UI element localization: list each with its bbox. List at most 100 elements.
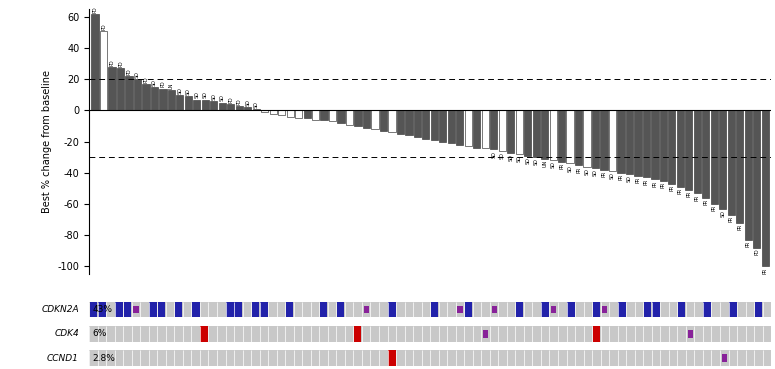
Bar	[593, 301, 600, 317]
Bar	[729, 301, 736, 317]
Text: SD: SD	[550, 162, 556, 169]
Bar	[244, 107, 251, 110]
Text: 43%: 43%	[92, 305, 112, 314]
Bar	[321, 110, 328, 120]
Bar	[380, 110, 387, 131]
Text: PD: PD	[92, 6, 98, 13]
Bar	[235, 301, 242, 317]
Bar	[371, 110, 379, 129]
Bar	[601, 110, 608, 170]
Bar	[193, 100, 201, 110]
Bar	[736, 110, 743, 223]
Text: LN: LN	[169, 83, 174, 89]
Bar	[346, 110, 353, 124]
Bar	[210, 101, 218, 110]
Bar	[549, 110, 556, 161]
Bar	[184, 96, 192, 110]
Bar	[202, 100, 209, 110]
Bar	[354, 110, 362, 126]
Text: PR: PR	[763, 268, 768, 274]
Bar	[388, 110, 395, 132]
Bar	[168, 90, 175, 110]
Text: PR: PR	[618, 174, 623, 180]
Bar	[414, 110, 421, 137]
Bar	[567, 301, 574, 317]
Bar	[91, 14, 98, 110]
Text: SD: SD	[517, 155, 522, 162]
Bar	[260, 301, 267, 317]
Bar	[117, 68, 124, 110]
Text: PD: PD	[109, 59, 115, 66]
Bar	[337, 301, 344, 317]
Text: SD: SD	[245, 99, 250, 106]
Text: PD: PD	[101, 23, 106, 30]
Text: 6%: 6%	[92, 329, 107, 338]
Bar	[304, 110, 311, 118]
Text: PD: PD	[118, 61, 123, 67]
Bar	[89, 301, 771, 317]
Bar	[405, 110, 412, 135]
Text: SD: SD	[534, 158, 539, 165]
Bar	[491, 306, 497, 313]
Bar	[762, 110, 769, 266]
Bar	[644, 301, 651, 317]
Bar	[100, 31, 107, 110]
Bar	[252, 301, 259, 317]
Bar	[753, 110, 760, 248]
Text: UN: UN	[542, 160, 547, 167]
Text: PR: PR	[737, 224, 742, 230]
Bar	[584, 110, 591, 166]
Bar	[98, 301, 105, 317]
Bar	[483, 330, 488, 338]
Bar	[755, 301, 762, 317]
Bar	[176, 95, 184, 110]
Bar	[89, 326, 771, 342]
Bar	[618, 301, 625, 317]
Bar	[481, 110, 489, 148]
Bar	[109, 67, 115, 110]
Text: PR: PR	[746, 241, 751, 247]
Bar	[329, 110, 336, 121]
Text: SD: SD	[500, 152, 505, 159]
Text: PR: PR	[670, 185, 674, 191]
Bar	[702, 110, 709, 198]
Text: PR: PR	[601, 171, 607, 177]
Bar	[567, 110, 574, 163]
Text: CCND1: CCND1	[47, 354, 79, 363]
Bar	[524, 110, 532, 156]
Text: SD: SD	[186, 88, 191, 95]
Text: PR: PR	[661, 182, 666, 188]
Text: PR: PR	[695, 194, 700, 200]
Bar	[261, 110, 268, 112]
Text: SD: SD	[525, 157, 530, 164]
Bar	[642, 110, 650, 177]
Text: SD: SD	[610, 172, 615, 179]
Text: PD: PD	[754, 249, 759, 255]
Bar	[192, 301, 199, 317]
Bar	[388, 301, 395, 317]
Bar	[465, 110, 472, 146]
Bar	[516, 301, 523, 317]
Bar	[286, 301, 293, 317]
Text: PR: PR	[711, 205, 717, 211]
Text: PD: PD	[237, 98, 242, 104]
Bar	[439, 110, 446, 142]
Bar	[422, 110, 429, 138]
Bar	[704, 301, 711, 317]
Bar	[722, 354, 727, 362]
Bar	[745, 110, 752, 240]
Bar	[287, 110, 294, 117]
Text: SD: SD	[720, 210, 725, 217]
Bar	[397, 110, 404, 134]
Bar	[457, 306, 463, 313]
Bar	[150, 301, 157, 317]
Bar	[126, 76, 133, 110]
Bar	[448, 110, 455, 143]
Text: SD: SD	[152, 79, 157, 86]
Text: SD: SD	[253, 101, 259, 108]
Text: SD: SD	[212, 93, 216, 100]
Bar	[253, 109, 260, 110]
Bar	[175, 301, 182, 317]
Text: PD: PD	[126, 68, 132, 75]
Text: SD: SD	[203, 92, 208, 98]
